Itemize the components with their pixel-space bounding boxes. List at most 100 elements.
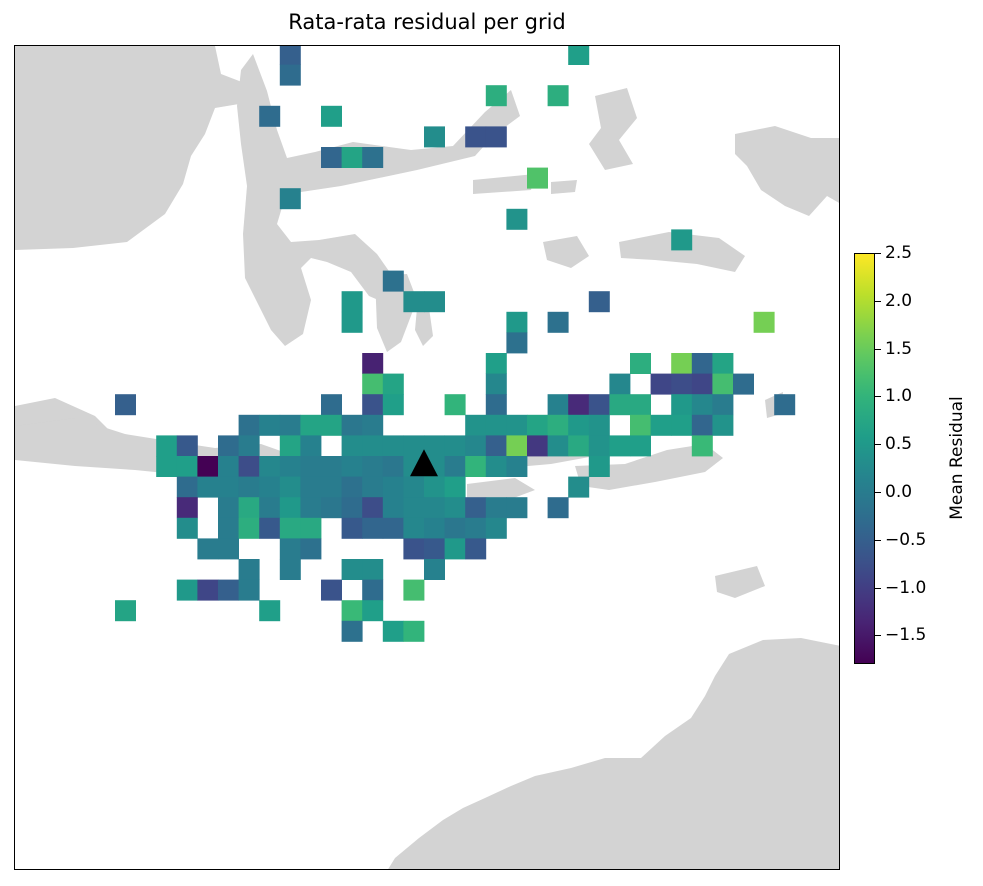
- grid-cell: [444, 394, 466, 416]
- grid-cell: [341, 435, 363, 457]
- colorbar-tick-mark: [875, 253, 881, 254]
- grid-cell: [382, 517, 404, 539]
- grid-cell: [279, 559, 301, 580]
- grid-cell: [176, 476, 198, 498]
- grid-cell: [300, 497, 322, 519]
- grid-cell: [485, 394, 507, 416]
- grid-cell: [712, 394, 734, 416]
- land-sumba: [467, 478, 535, 502]
- grid-cell: [506, 332, 528, 354]
- grid-cell: [547, 497, 569, 519]
- grid-cell: [485, 373, 507, 395]
- grid-cell: [279, 435, 301, 457]
- grid-cell: [218, 497, 239, 519]
- grid-cell: [403, 497, 425, 519]
- grid-cell: [362, 559, 384, 580]
- grid-cell: [259, 497, 281, 519]
- grid-cell: [403, 517, 425, 539]
- grid-cell: [382, 394, 404, 416]
- grid-cell: [362, 435, 384, 457]
- grid-cell: [588, 456, 610, 477]
- grid-cell: [238, 476, 260, 498]
- grid-cell: [671, 394, 693, 416]
- grid-cell: [671, 414, 693, 436]
- grid-cell: [444, 456, 466, 477]
- grid-cell: [238, 579, 260, 601]
- grid-cell: [300, 517, 322, 539]
- colorbar-tick-label: −1.5: [885, 625, 927, 646]
- grid-cell: [403, 291, 425, 313]
- grid-cell: [321, 105, 342, 127]
- grid-cell: [176, 497, 198, 519]
- grid-cell: [382, 435, 404, 457]
- grid-cell: [321, 579, 342, 601]
- grid-cell: [465, 414, 487, 436]
- grid-cell: [321, 476, 342, 498]
- grid-cell: [279, 497, 301, 519]
- grid-cell: [424, 476, 445, 498]
- grid-cell: [506, 311, 528, 333]
- grid-cell: [712, 353, 734, 374]
- grid-cell: [712, 414, 734, 436]
- grid-cell: [176, 456, 198, 477]
- land-borneo: [15, 46, 247, 250]
- grid-cell: [197, 456, 219, 477]
- grid-cell: [279, 517, 301, 539]
- colorbar-tick-label: 1.5: [885, 338, 913, 359]
- land-sula-2: [551, 180, 577, 194]
- heatmap-cells: [115, 46, 796, 642]
- grid-cell: [321, 394, 342, 416]
- grid-cell: [753, 311, 775, 333]
- colorbar: [854, 253, 875, 664]
- grid-cell: [362, 394, 384, 416]
- grid-cell: [321, 147, 342, 168]
- grid-cell: [362, 414, 384, 436]
- grid-cell: [568, 46, 590, 65]
- marker-layer: [410, 449, 438, 477]
- grid-cell: [547, 435, 569, 457]
- land-timor: [575, 444, 723, 490]
- grid-cell: [630, 435, 651, 457]
- grid-cell: [424, 497, 445, 519]
- grid-cell: [259, 105, 281, 127]
- grid-cell: [341, 600, 363, 622]
- grid-cell: [485, 517, 507, 539]
- grid-cell: [279, 414, 301, 436]
- grid-cell: [238, 435, 260, 457]
- grid-cell: [671, 373, 693, 395]
- grid-cell: [424, 126, 445, 148]
- grid-cell: [279, 456, 301, 477]
- grid-cell: [547, 85, 569, 107]
- grid-cell: [506, 435, 528, 457]
- grid-cell: [671, 353, 693, 374]
- colorbar-tick-mark: [875, 444, 881, 446]
- grid-cell: [238, 456, 260, 477]
- grid-cell: [485, 85, 507, 107]
- grid-cell: [691, 414, 713, 436]
- colorbar-label: Mean Residual: [947, 396, 967, 520]
- grid-cell: [176, 435, 198, 457]
- grid-cell: [362, 456, 384, 477]
- grid-cell: [424, 538, 445, 560]
- grid-cell: [362, 579, 384, 601]
- grid-cell: [424, 291, 445, 313]
- grid-cell: [341, 414, 363, 436]
- land-melville: [715, 566, 765, 598]
- grid-cell: [259, 476, 281, 498]
- grid-cell: [588, 414, 610, 436]
- grid-cell: [238, 517, 260, 539]
- grid-cell: [547, 394, 569, 416]
- grid-cell: [403, 476, 425, 498]
- land-buton: [415, 308, 433, 346]
- grid-cell: [362, 476, 384, 498]
- grid-cell: [527, 435, 548, 457]
- grid-cell: [650, 414, 672, 436]
- chart-title: Rata-rata residual per grid: [288, 10, 566, 34]
- grid-cell: [362, 353, 384, 374]
- grid-cell: [362, 517, 384, 539]
- grid-cell: [609, 373, 631, 395]
- grid-cell: [691, 373, 713, 395]
- grid-cell: [341, 517, 363, 539]
- grid-cell: [485, 435, 507, 457]
